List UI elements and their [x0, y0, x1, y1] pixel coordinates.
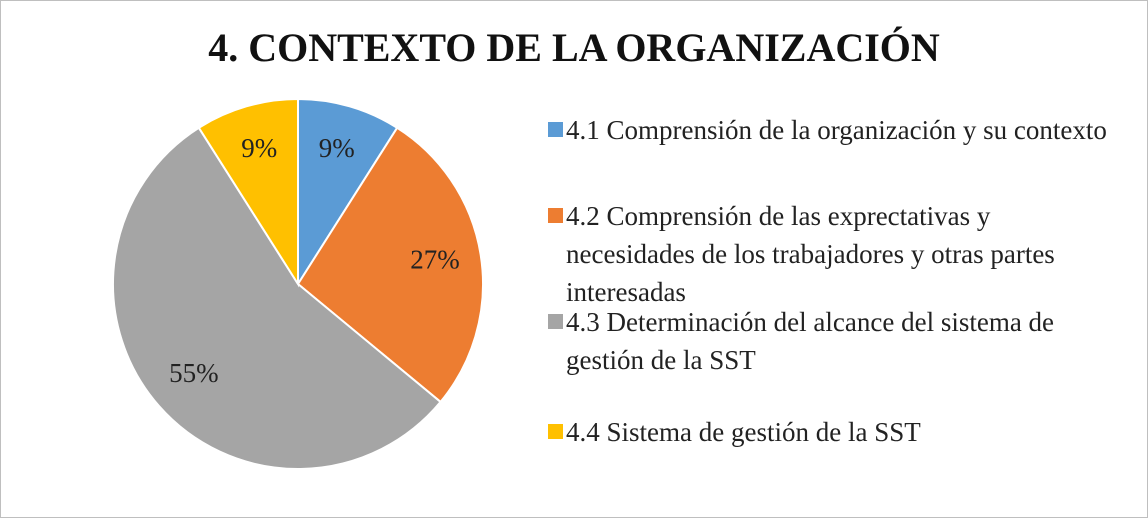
legend-item: 4.1 Comprensión de la organización y su … — [548, 111, 1118, 149]
pie-slice — [296, 126, 484, 404]
data-label: 9% — [241, 133, 277, 163]
legend-swatch — [548, 314, 563, 329]
data-label: 9% — [319, 133, 355, 163]
pie-slice — [197, 97, 299, 288]
legend-swatch — [548, 424, 563, 439]
legend-swatch — [548, 208, 563, 223]
pie-slice — [112, 126, 442, 470]
chart-title: 4. CONTEXTO DE LA ORGANIZACIÓN — [208, 25, 940, 70]
legend-label: 4.4 Sistema de gestión de la SST — [566, 417, 921, 447]
pie-slice — [297, 97, 399, 288]
legend-label: 4.3 Determinación del alcance del sistem… — [566, 307, 1055, 375]
data-label: 55% — [169, 358, 219, 388]
data-label: 27% — [410, 244, 460, 274]
legend-label: 4.1 Comprensión de la organización y su … — [566, 115, 1107, 145]
legend-swatch — [548, 122, 563, 137]
legend-item: 4.2 Comprensión de las exprectativas y n… — [548, 197, 1118, 311]
legend-item: 4.4 Sistema de gestión de la SST — [548, 413, 1118, 451]
legend-label: 4.2 Comprensión de las exprectativas y n… — [566, 201, 1055, 307]
legend-item: 4.3 Determinación del alcance del sistem… — [548, 303, 1118, 379]
